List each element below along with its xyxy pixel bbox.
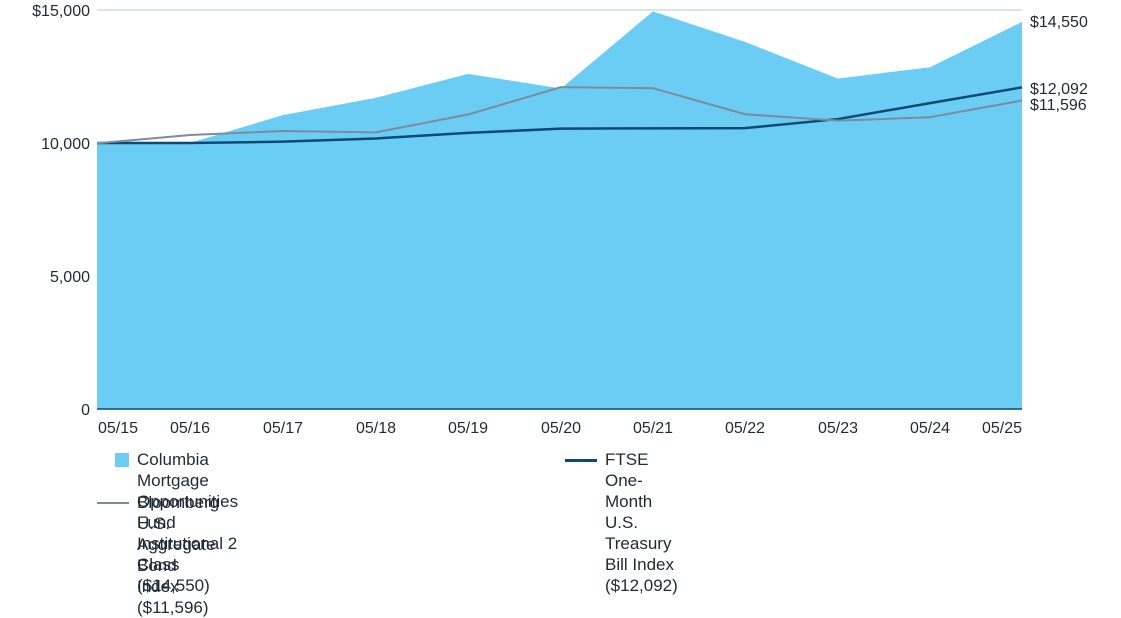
line-series-layer xyxy=(97,86,1023,145)
legend-item-bloomberg-agg: Bloomberg U.S. Aggregate Bond Index ($11… xyxy=(97,492,219,618)
x-tick-label-05-25: 05/25 xyxy=(982,420,1022,437)
legend-label-ftse-tbill: FTSE One-Month U.S. Treasury Bill Index … xyxy=(605,450,678,595)
x-tick-label-05-21: 05/21 xyxy=(633,420,673,437)
y-tick-label: 10,000 xyxy=(41,136,90,153)
legend-swatch-bloomberg-agg xyxy=(97,502,129,504)
x-tick-label-05-19: 05/19 xyxy=(448,420,488,437)
area-series-columbia-fund xyxy=(97,11,1022,410)
y-tick-label: 5,000 xyxy=(50,269,90,286)
area-series-layer xyxy=(97,11,1022,410)
x-tick-label-05-15: 05/15 xyxy=(98,420,138,437)
chart: 0 5,000 10,000 $15,000 05/15 05/16 05/17 05/18 0… xyxy=(32,3,1088,437)
label-layer: $14,550 $12,092$11,596 xyxy=(1030,14,1088,114)
legend-swatch-ftse-tbill xyxy=(565,459,597,462)
end-label-columbia-fund: $14,550 xyxy=(1030,14,1088,31)
y-tick-label: 0 xyxy=(81,402,90,419)
x-tick-label-05-17: 05/17 xyxy=(263,420,303,437)
axis-layer: 0 5,000 10,000 $15,000 05/15 05/16 05/17 05/18 0… xyxy=(32,3,1022,437)
legend-item-ftse-tbill: FTSE One-Month U.S. Treasury Bill Index … xyxy=(565,449,678,596)
line-series-bloomberg-agg xyxy=(97,86,1023,144)
legend-swatch-columbia-fund xyxy=(115,453,129,467)
y-tick-label: $15,000 xyxy=(32,3,90,20)
legend-label-bloomberg-agg: Bloomberg U.S. Aggregate Bond Index ($11… xyxy=(137,493,220,617)
x-tick-label-05-22: 05/22 xyxy=(725,420,765,437)
end-label-bloomberg-agg: $11,596 xyxy=(1030,97,1087,114)
line-series-ftse-tbill xyxy=(97,86,1023,145)
x-tick-label-05-24: 05/24 xyxy=(910,420,950,437)
x-tick-label-05-23: 05/23 xyxy=(818,420,858,437)
x-tick-label-05-20: 05/20 xyxy=(541,420,581,437)
end-label-ftse-tbill: $12,092 xyxy=(1030,81,1088,98)
x-tick-label-05-16: 05/16 xyxy=(170,420,210,437)
x-tick-label-05-18: 05/18 xyxy=(356,420,396,437)
